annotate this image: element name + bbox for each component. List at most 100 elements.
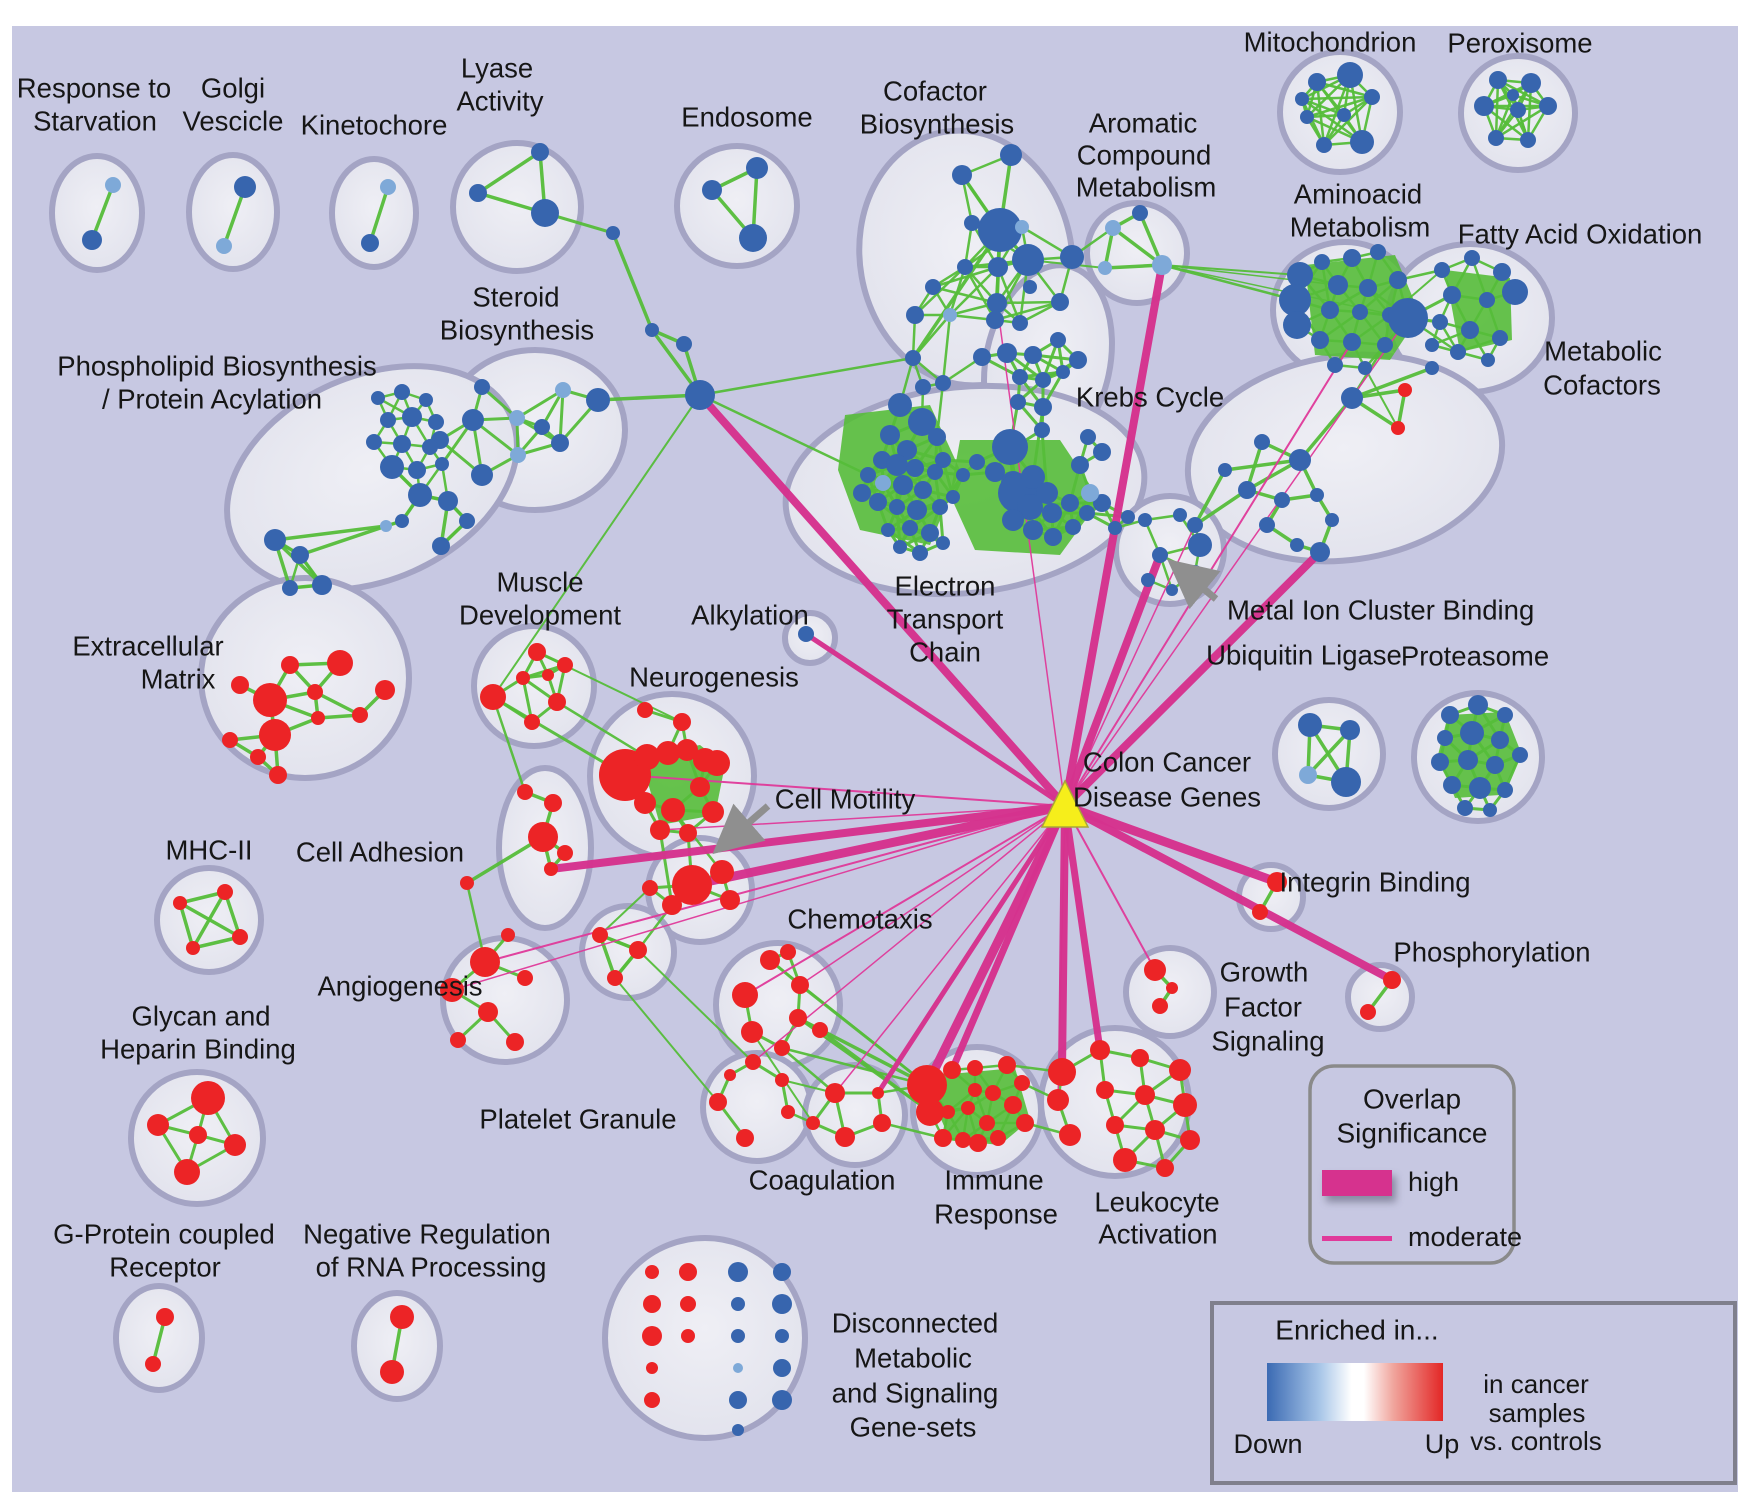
gene-set-node — [772, 1390, 792, 1410]
gene-set-node — [985, 462, 1005, 482]
gene-set-node — [656, 741, 680, 765]
gene-set-node — [943, 308, 957, 322]
gene-set-node — [1450, 344, 1466, 360]
edge — [941, 313, 952, 385]
gene-set-node — [1539, 97, 1557, 115]
cluster-label-aminoacid-metabolism: Aminoacid — [1294, 178, 1422, 209]
gene-set-node — [408, 461, 426, 479]
gene-set-node — [1121, 510, 1135, 524]
cluster-label-electron-transport-chain: Chain — [909, 636, 981, 667]
edge — [995, 300, 1062, 305]
gene-set-node — [312, 575, 332, 595]
gene-set-node — [1156, 1159, 1174, 1177]
legend-overlap-box — [1308, 1064, 1516, 1265]
gene-set-node — [1458, 750, 1478, 770]
gene-set-node — [1359, 279, 1377, 297]
gene-set-node — [428, 414, 444, 430]
gene-set-node — [1486, 756, 1504, 774]
gene-set-node — [1051, 293, 1069, 311]
gene-set-node — [1391, 421, 1405, 435]
gene-set-node — [592, 927, 608, 943]
gene-set-node — [1497, 707, 1513, 723]
gene-set-node — [1377, 337, 1393, 353]
gene-set-node — [781, 1105, 795, 1119]
gene-set-node — [1389, 271, 1407, 289]
cluster-label-negative-regulation-rna: of RNA Processing — [316, 1251, 547, 1282]
cluster-label-cell-adhesion: Cell Adhesion — [296, 836, 464, 867]
inter-cluster-edge — [658, 828, 674, 907]
up-label: Up — [1425, 1429, 1460, 1459]
gene-set-node — [642, 880, 658, 896]
inter-cluster-edge — [1160, 263, 1297, 302]
overlap-edge-moderate — [744, 805, 1066, 996]
gene-set-node — [760, 950, 780, 970]
gene-set-node — [395, 514, 409, 528]
gene-set-node — [380, 1360, 404, 1384]
high-label: high — [1408, 1167, 1459, 1197]
cluster-label-aromatic-compound-metabolism: Aromatic — [1089, 107, 1198, 138]
gene-set-node — [673, 713, 691, 731]
inter-cluster-edge — [671, 808, 724, 874]
gene-set-node — [1044, 528, 1062, 546]
cluster-circle-response-to-starvation — [49, 153, 145, 273]
gene-set-node — [645, 1265, 659, 1279]
gene-set-node — [936, 536, 950, 550]
gene-set-node — [679, 824, 697, 842]
gene-set-node — [281, 656, 299, 674]
gene-set-node — [408, 483, 432, 507]
edge — [191, 935, 242, 950]
gene-set-node — [291, 546, 309, 564]
gene-set-nodes — [82, 62, 1557, 1436]
edge — [931, 265, 1000, 289]
cluster-label-golgi-vescicle: Golgi — [201, 72, 265, 103]
cluster-label-immune-response: Immune — [944, 1164, 1043, 1195]
gene-set-node — [967, 1060, 983, 1076]
cluster-label-disconnected-gene-sets: Disconnected — [832, 1307, 999, 1338]
cluster-label-kinetochore: Kinetochore — [301, 109, 448, 140]
gene-set-node — [912, 545, 928, 561]
gene-set-node — [1093, 494, 1111, 512]
gene-set-node — [232, 929, 248, 945]
gene-set-node — [1113, 1148, 1137, 1172]
gene-set-node — [1108, 521, 1122, 535]
gene-set-node — [772, 1294, 792, 1314]
annotations: Colon Cancer Disease Genes Response toStar… — [17, 26, 1702, 1442]
gene-set-node — [934, 1129, 952, 1147]
gene-set-node — [1434, 262, 1450, 278]
overlap-edge-high — [696, 391, 1069, 810]
gene-set-node — [1254, 434, 1270, 450]
cluster-label-extracellular-matrix: Matrix — [141, 663, 216, 694]
overlap-edge-high — [547, 802, 1069, 873]
gene-set-node — [478, 1002, 498, 1022]
edge — [515, 388, 565, 420]
cluster-label-metabolic-cofactors: Metabolic — [1544, 335, 1662, 366]
gene-set-node — [661, 798, 685, 822]
cluster-label-steroid-biosynthesis: Steroid — [472, 281, 559, 312]
gene-set-node — [1370, 244, 1386, 260]
cluster-label-leukocyte-activation: Activation — [1098, 1218, 1217, 1249]
gene-set-node — [645, 323, 659, 337]
gene-set-node — [1218, 463, 1232, 477]
gene-set-node — [1014, 1075, 1030, 1091]
gene-set-node — [880, 425, 900, 445]
gene-set-node — [1141, 573, 1155, 587]
cluster-label-cofactor-biosynthesis: Cofactor — [883, 75, 987, 106]
gene-set-node — [968, 1083, 982, 1097]
gene-set-node — [1510, 102, 1526, 118]
gene-set-node — [557, 845, 573, 861]
gene-set-node — [462, 409, 484, 431]
overlap-edge-high — [1061, 261, 1166, 810]
gene-set-node — [1144, 959, 1166, 981]
gene-set-node — [702, 180, 722, 200]
cluster-label-aromatic-compound-metabolism: Compound — [1077, 139, 1212, 170]
gene-set-node — [375, 680, 395, 700]
gene-set-node — [629, 941, 647, 959]
gene-set-node — [501, 928, 515, 942]
cluster-label-integrin-binding: Integrin Binding — [1279, 866, 1470, 897]
gene-set-node — [1474, 96, 1494, 116]
inter-cluster-edge — [698, 393, 870, 477]
gene-set-node — [680, 1296, 696, 1312]
cluster-circle-lyase-activity — [450, 140, 584, 274]
cluster-label-peroxisome: Peroxisome — [1447, 27, 1592, 58]
